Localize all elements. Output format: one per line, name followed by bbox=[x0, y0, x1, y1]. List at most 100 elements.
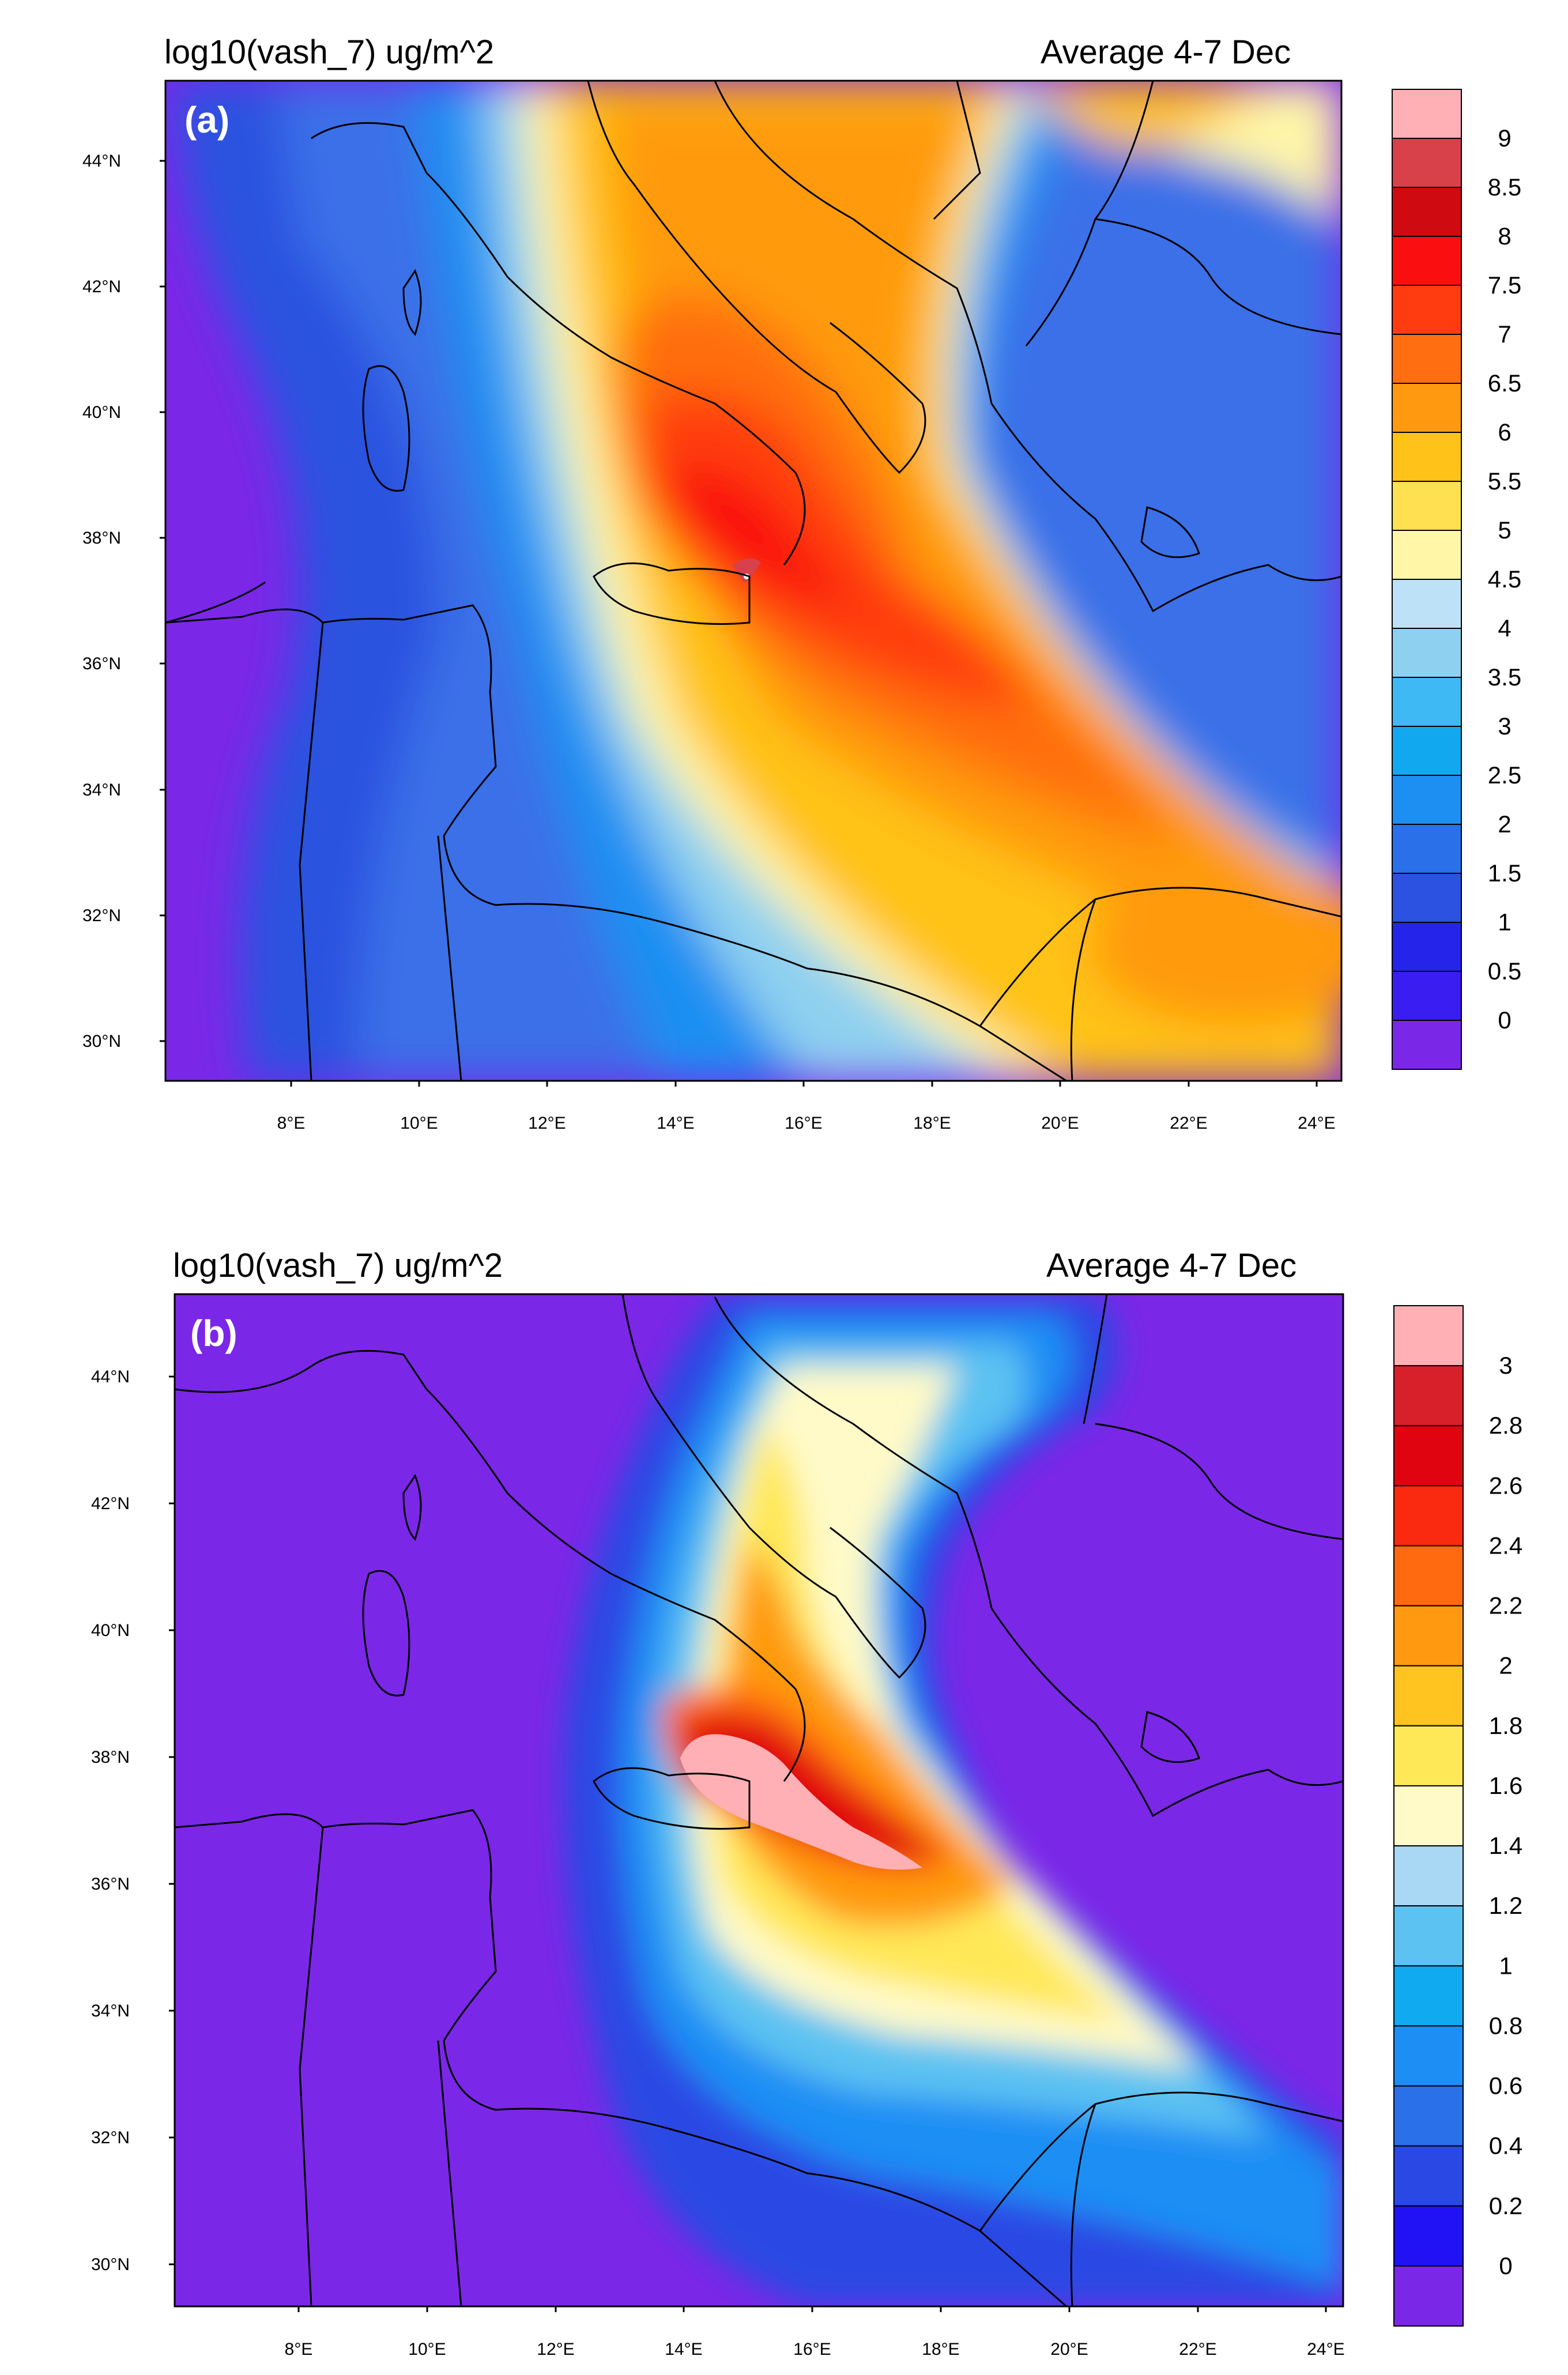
colorbar-label: 1.2 bbox=[1489, 1892, 1522, 1919]
panel-a-lat-label: 38°N bbox=[82, 529, 121, 548]
panel-b-lat-label: 36°N bbox=[91, 1875, 130, 1894]
colorbar-swatch bbox=[1393, 1605, 1464, 1667]
colorbar-swatch bbox=[1392, 481, 1462, 531]
panel-b-lat-axis: 30°N 32°N 34°N 36°N 38°N 40°N 42°N 44°N bbox=[91, 1367, 175, 2274]
panel-a-lat-label: 36°N bbox=[82, 654, 121, 673]
panel-b-lon-label: 12°E bbox=[537, 2340, 574, 2359]
panel-b-lat-label: 44°N bbox=[91, 1367, 130, 1386]
colorbar-swatch bbox=[1392, 922, 1462, 972]
panel-a-lat-axis: 30°N 32°N 34°N 36°N 38°N 40°N 42°N 44°N bbox=[82, 152, 165, 1051]
panel-a-colorbar: 9 8.5 8 7.5 7 6.5 6 5.5 5 4.5 4 3.5 3 2.5 2 1.5 1 0.5 0 bbox=[1392, 89, 1521, 1070]
colorbar-label: 6.5 bbox=[1488, 370, 1521, 397]
colorbar-label: 0.2 bbox=[1489, 2192, 1522, 2219]
panel-b-field bbox=[175, 1294, 1343, 2306]
colorbar-label: 8.5 bbox=[1488, 174, 1521, 201]
colorbar-swatch bbox=[1393, 2265, 1464, 2327]
colorbar-label: 7.5 bbox=[1488, 272, 1521, 299]
colorbar-label: 1.6 bbox=[1489, 1772, 1522, 1799]
colorbar-swatch bbox=[1393, 1545, 1464, 1607]
panel-a-lat-label: 30°N bbox=[82, 1032, 121, 1051]
panel-b-title-right: Average 4-7 Dec bbox=[1046, 1247, 1297, 1284]
colorbar-label: 0.5 bbox=[1488, 957, 1521, 985]
colorbar-swatch bbox=[1393, 1365, 1464, 1427]
colorbar-swatch bbox=[1392, 432, 1462, 482]
panel-b-lon-label: 14°E bbox=[665, 2340, 702, 2359]
colorbar-label: 7 bbox=[1498, 321, 1511, 348]
colorbar-label: 1.8 bbox=[1489, 1712, 1522, 1739]
panel-b-lat-label: 38°N bbox=[91, 1748, 130, 1767]
colorbar-swatch bbox=[1393, 1425, 1464, 1487]
panel-b-lon-label: 8°E bbox=[285, 2340, 313, 2359]
colorbar-label: 0.6 bbox=[1489, 2072, 1522, 2099]
panel-a-lat-label: 42°N bbox=[82, 277, 121, 296]
panel-b-coastlines bbox=[175, 1294, 1343, 2306]
colorbar-swatch bbox=[1392, 824, 1462, 874]
colorbar-swatch bbox=[1393, 2085, 1464, 2147]
colorbar-label: 3 bbox=[1499, 1352, 1512, 1379]
panel-a-lon-axis: 8°E 10°E 12°E 14°E 16°E 18°E 20°E 22°E 2… bbox=[277, 1081, 1336, 1133]
panel-a-lon-label: 14°E bbox=[657, 1114, 694, 1133]
panel-b-map: (b) 30°N 32°N 34°N 36°N 38°N 40°N 42°N 4… bbox=[91, 1293, 1522, 2359]
panel-b-colorbar: 3 2.8 2.6 2.4 2.2 2 1.8 1.6 1.4 1.2 1 0.8 0.6 0.4 0.2 0 bbox=[1393, 1305, 1522, 2327]
colorbar-label: 9 bbox=[1498, 125, 1511, 152]
colorbar-label: 2.4 bbox=[1489, 1532, 1522, 1559]
panel-b-lon-label: 18°E bbox=[922, 2340, 959, 2359]
colorbar-swatch bbox=[1392, 89, 1462, 139]
colorbar-swatch bbox=[1392, 187, 1462, 237]
colorbar-label: 0 bbox=[1498, 1006, 1511, 1034]
colorbar-swatch bbox=[1393, 1845, 1464, 1907]
panel-b-label: (b) bbox=[190, 1313, 238, 1354]
colorbar-label: 1 bbox=[1499, 1952, 1512, 1979]
colorbar-label: 1 bbox=[1498, 908, 1511, 936]
panel-a-field bbox=[165, 81, 1341, 1081]
panel-a-lon-label: 20°E bbox=[1041, 1114, 1079, 1133]
colorbar-swatch bbox=[1393, 1785, 1464, 1847]
colorbar-swatch bbox=[1392, 628, 1462, 678]
colorbar-label: 0.4 bbox=[1489, 2132, 1522, 2159]
panel-a-title-left: log10(vash_7) ug/m^2 bbox=[164, 33, 495, 71]
panel-a-lon-label: 16°E bbox=[785, 1114, 822, 1133]
colorbar-swatch bbox=[1393, 2145, 1464, 2207]
colorbar-swatch bbox=[1392, 285, 1462, 335]
colorbar-swatch bbox=[1392, 677, 1462, 727]
panel-b-frame bbox=[174, 1293, 1344, 2308]
colorbar-swatch bbox=[1393, 2025, 1464, 2087]
colorbar-label: 4 bbox=[1498, 615, 1511, 642]
panel-a-lon-label: 10°E bbox=[400, 1114, 438, 1133]
panel-b-lat-label: 40°N bbox=[91, 1621, 130, 1640]
colorbar-swatch bbox=[1393, 1965, 1464, 2027]
panel-b-title-left: log10(vash_7) ug/m^2 bbox=[173, 1247, 503, 1284]
colorbar-swatch bbox=[1392, 530, 1462, 580]
colorbar-swatch bbox=[1393, 1725, 1464, 1786]
panel-a-lat-label: 44°N bbox=[82, 152, 121, 171]
panel-a-lon-label: 8°E bbox=[277, 1114, 306, 1133]
colorbar-swatch bbox=[1392, 383, 1462, 433]
colorbar-label: 3.5 bbox=[1488, 664, 1521, 691]
panel-a-title-right: Average 4-7 Dec bbox=[1041, 33, 1291, 71]
colorbar-swatch bbox=[1392, 138, 1462, 188]
colorbar-swatch bbox=[1392, 873, 1462, 923]
panel-a-lat-label: 34°N bbox=[82, 781, 121, 800]
panel-b-lon-label: 20°E bbox=[1050, 2340, 1088, 2359]
colorbar-swatch bbox=[1392, 236, 1462, 286]
colorbar-label: 1.5 bbox=[1488, 859, 1521, 887]
panel-a: log10(vash_7) ug/m^2 Average 4-7 Dec bbox=[0, 0, 1568, 1176]
colorbar-label: 2.5 bbox=[1488, 761, 1521, 789]
panel-a-map: (a) 30°N 32°N 34°N 36°N 38°N 40°N 42°N 4… bbox=[82, 80, 1521, 1133]
colorbar-swatch bbox=[1393, 1905, 1464, 1967]
panel-b: log10(vash_7) ug/m^2 Average 4-7 Dec bbox=[0, 1193, 1568, 2375]
colorbar-swatch bbox=[1392, 334, 1462, 384]
panel-b-lat-label: 30°N bbox=[91, 2255, 130, 2274]
panel-a-label: (a) bbox=[184, 99, 229, 141]
colorbar-label: 0.8 bbox=[1489, 2012, 1522, 2039]
panel-a-frame bbox=[164, 80, 1343, 1082]
panel-a-lon-label: 12°E bbox=[528, 1114, 566, 1133]
panel-b-lon-label: 24°E bbox=[1307, 2340, 1344, 2359]
panel-b-lon-label: 10°E bbox=[408, 2340, 446, 2359]
panel-a-lon-label: 22°E bbox=[1170, 1114, 1207, 1133]
colorbar-label: 8 bbox=[1498, 223, 1511, 250]
panel-b-lat-label: 32°N bbox=[91, 2128, 130, 2147]
panel-a-lon-label: 24°E bbox=[1298, 1114, 1335, 1133]
colorbar-label: 2.8 bbox=[1489, 1412, 1522, 1439]
colorbar-label: 5.5 bbox=[1488, 468, 1521, 495]
